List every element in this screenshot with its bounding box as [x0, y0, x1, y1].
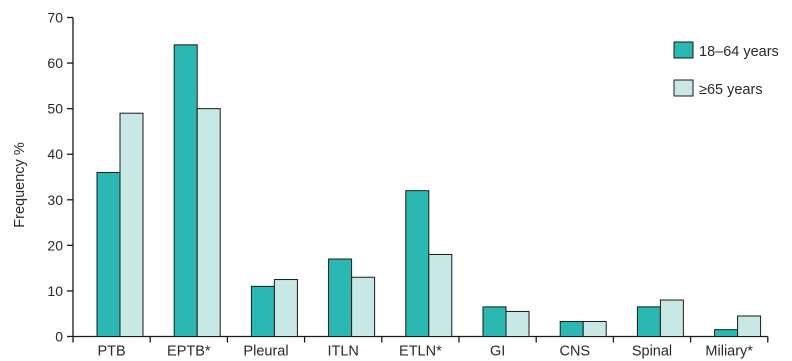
x-tick-label-spinal: Spinal [632, 344, 672, 360]
y-tick-label: 40 [47, 146, 63, 162]
bar-series-2-spinal [659, 299, 684, 337]
bar-series-1-etln [405, 190, 430, 337]
legend-swatch-1 [673, 41, 694, 59]
bar-series-2-pleural [273, 279, 298, 337]
legend-label-1: 18–64 years [699, 44, 779, 60]
x-tick-label-etln: ETLN* [399, 344, 442, 360]
legend: 18–64 years ≥65 years [673, 41, 779, 98]
bars [96, 44, 762, 338]
bar-series-1-ptb [96, 171, 121, 337]
x-tick-label-cns: CNS [559, 344, 590, 360]
x-tick-label-miliary: Miliary* [705, 344, 753, 360]
bar-series-1-itln [328, 258, 353, 337]
y-axis: 0 10 20 30 40 50 60 70 [47, 10, 74, 345]
bar-series-2-miliary [737, 315, 762, 338]
x-tick-label-pleural: Pleural [243, 344, 288, 360]
y-tick-label: 30 [47, 192, 63, 208]
y-tick-label: 50 [47, 101, 63, 117]
bar-series-1-cns [559, 320, 584, 337]
bar-series-2-gi [505, 310, 530, 337]
y-tick-label: 20 [47, 237, 63, 253]
x-tick-label-ptb: PTB [97, 344, 125, 360]
legend-label-2: ≥65 years [699, 82, 763, 98]
x-tick-label-gi: GI [490, 344, 505, 360]
x-tick-label-eptb: EPTB* [167, 344, 211, 360]
bar-series-2-itln [351, 276, 376, 337]
y-axis-title: Frequency % [12, 142, 28, 228]
x-axis: PTB EPTB* Pleural ITLN ETLN* GI CNS Spinal Milia… [72, 335, 769, 360]
bar-series-1-spinal [636, 306, 661, 337]
y-tick-label: 60 [47, 55, 63, 71]
y-tick-label: 10 [47, 283, 63, 299]
x-tick-label-itln: ITLN [327, 344, 358, 360]
bar-series-2-ptb [119, 112, 144, 337]
bar-series-2-cns [582, 320, 607, 337]
bar-series-2-eptb [196, 108, 221, 338]
bar-series-1-gi [482, 306, 507, 337]
bar-series-1-miliary [714, 329, 739, 337]
bar-series-1-pleural [250, 285, 275, 337]
bar-series-1-eptb [173, 44, 198, 337]
legend-swatch-2 [673, 79, 694, 97]
bar-series-2-etln [428, 253, 453, 338]
y-tick-label: 70 [47, 10, 63, 26]
y-tick-label: 0 [55, 329, 63, 345]
